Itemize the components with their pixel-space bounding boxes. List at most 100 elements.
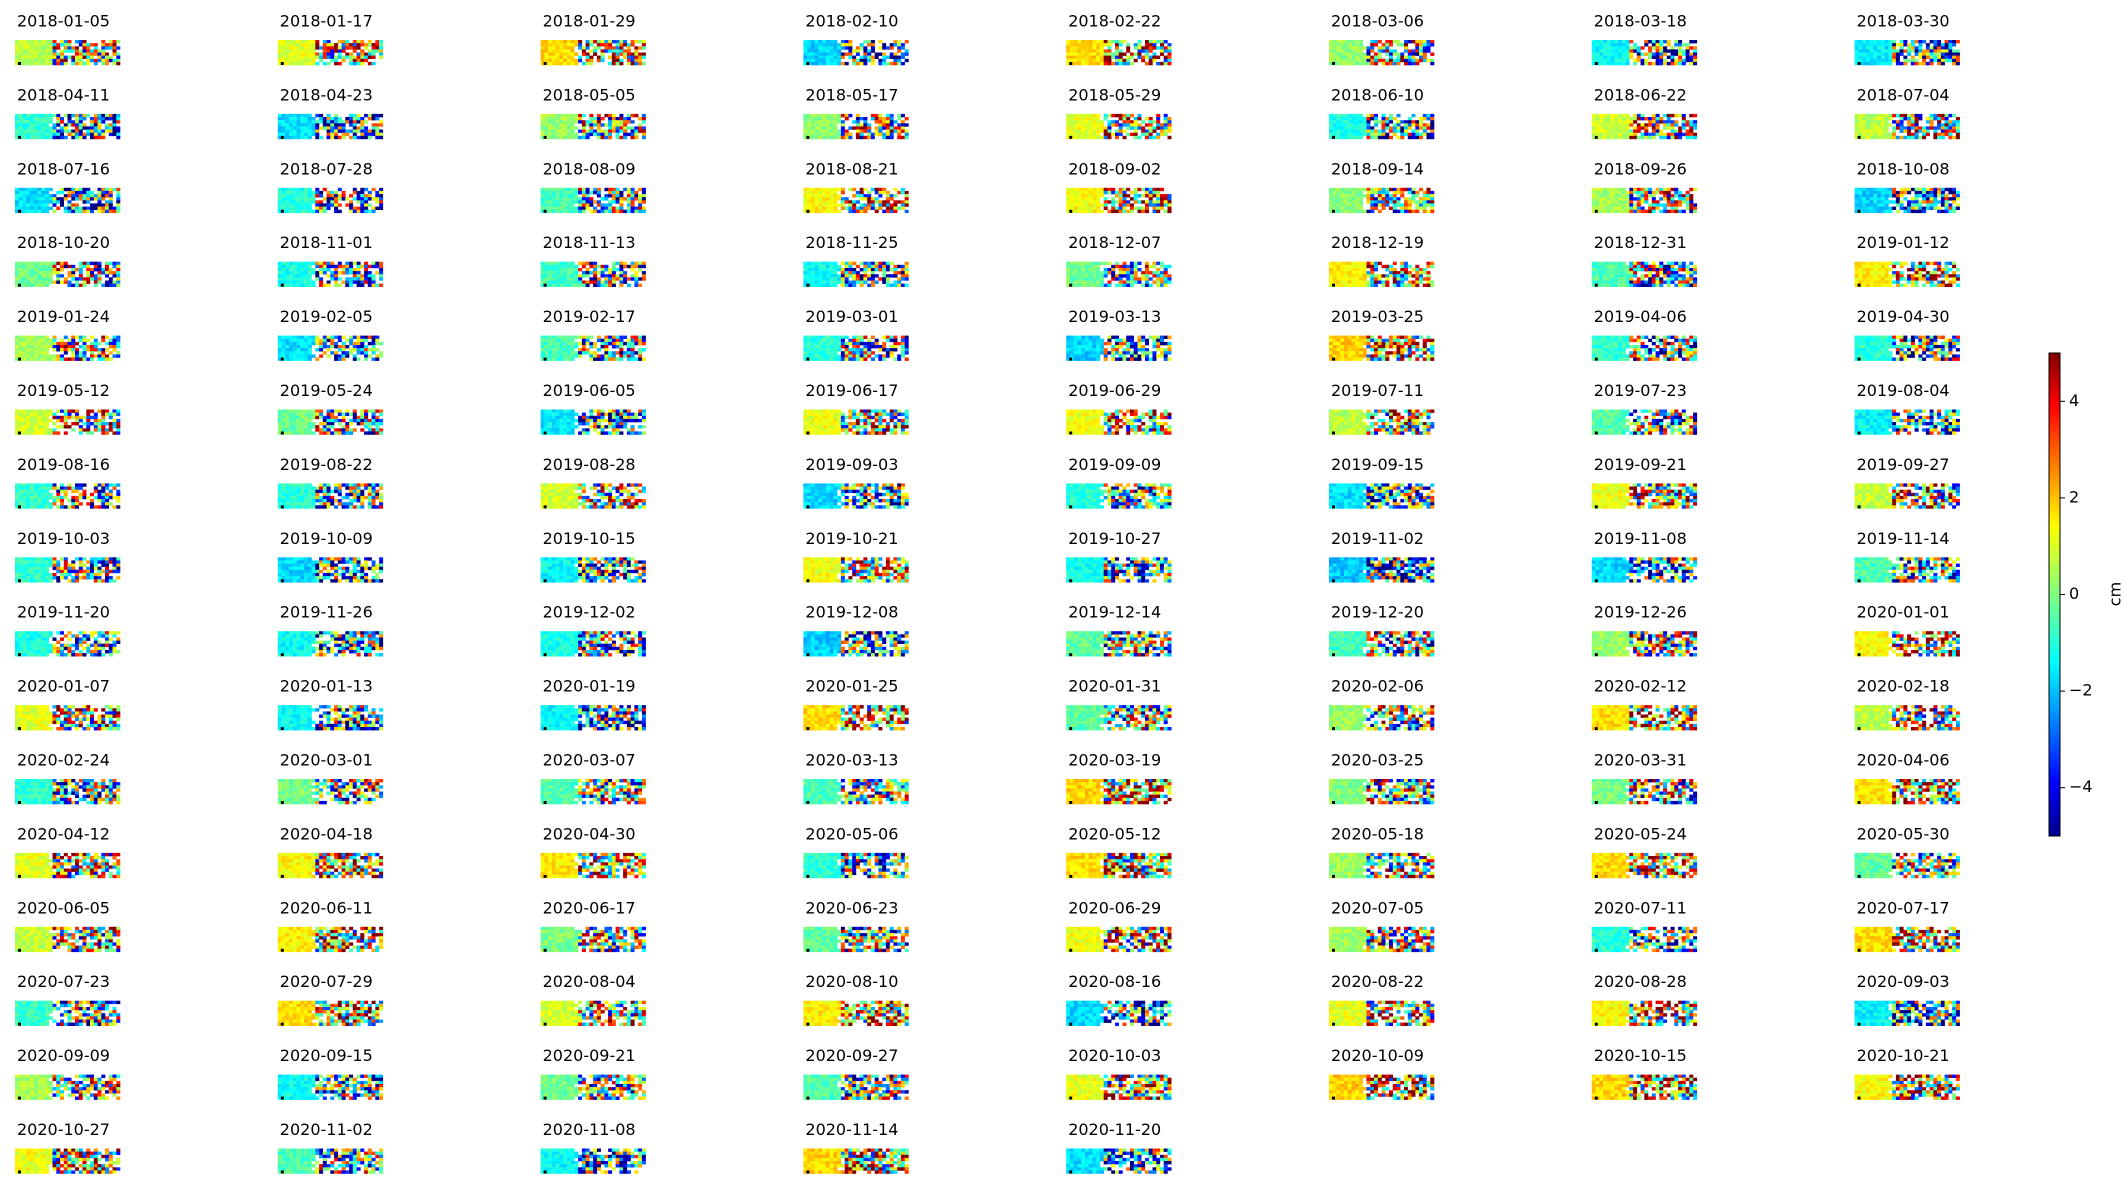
- pixel: [638, 210, 642, 213]
- pixel: [330, 126, 334, 129]
- pixel: [826, 200, 830, 203]
- pixel: [815, 197, 819, 200]
- pixel: [1367, 123, 1371, 126]
- pixel: [1115, 120, 1119, 123]
- pixel: [1130, 203, 1134, 206]
- pixel: [1689, 126, 1693, 129]
- pixel: [811, 43, 815, 46]
- pixel: [567, 268, 571, 271]
- pixel: [330, 117, 334, 120]
- pixel: [285, 136, 289, 139]
- pixel: [1115, 133, 1119, 136]
- pixel: [601, 49, 605, 52]
- pixel: [353, 133, 357, 136]
- pixel: [837, 62, 841, 65]
- pixel: [882, 126, 886, 129]
- pixel: [1100, 194, 1104, 197]
- pixel: [83, 194, 87, 197]
- pixel: [297, 207, 301, 210]
- pixel: [563, 117, 567, 120]
- pixel: [1404, 56, 1408, 59]
- pixel: [1081, 123, 1085, 126]
- pixel: [379, 114, 383, 117]
- pixel: [1111, 210, 1115, 213]
- pixel: [98, 268, 102, 271]
- pixel: [300, 284, 304, 287]
- pixel: [616, 117, 620, 120]
- pixel: [1652, 40, 1656, 43]
- pixel: [342, 133, 346, 136]
- pixel: [116, 271, 120, 274]
- pixel: [1877, 59, 1881, 62]
- pixel: [1389, 114, 1393, 117]
- pixel: [368, 194, 372, 197]
- pixel: [1941, 188, 1945, 191]
- pixel: [60, 197, 64, 200]
- pixel: [1130, 56, 1134, 59]
- pixel: [1412, 130, 1416, 133]
- pixel: [1348, 46, 1352, 49]
- pixel: [1877, 130, 1881, 133]
- pixel: [105, 188, 109, 191]
- pixel: [1652, 203, 1656, 206]
- pixel: [897, 136, 901, 139]
- pixel: [1333, 53, 1337, 56]
- pixel: [589, 43, 593, 46]
- pixel: [1359, 126, 1363, 129]
- pixel: [360, 203, 364, 206]
- pixel: [826, 59, 830, 62]
- pixel: [582, 197, 586, 200]
- pixel: [548, 59, 552, 62]
- pixel: [1123, 188, 1127, 191]
- pixel: [1652, 114, 1656, 117]
- pixel: [26, 46, 30, 49]
- pixel: [1644, 200, 1648, 203]
- pixel: [83, 265, 87, 268]
- pixel: [541, 53, 545, 56]
- pixel: [1945, 40, 1949, 43]
- pixel: [94, 130, 98, 133]
- pixel: [319, 117, 323, 120]
- pixel: [282, 194, 286, 197]
- pixel: [349, 130, 353, 133]
- pixel: [34, 126, 38, 129]
- pixel: [1412, 123, 1416, 126]
- pixel: [1644, 194, 1648, 197]
- pixel: [1430, 194, 1434, 197]
- pixel: [608, 136, 612, 139]
- pixel: [327, 117, 331, 120]
- pixel: [871, 46, 875, 49]
- pixel: [822, 191, 826, 194]
- pixel: [1089, 62, 1093, 65]
- pixel: [98, 207, 102, 210]
- pixel: [623, 117, 627, 120]
- pixel: [1956, 59, 1960, 62]
- pixel: [282, 188, 286, 191]
- pixel: [357, 197, 361, 200]
- pixel: [559, 130, 563, 133]
- pixel: [278, 56, 282, 59]
- pixel: [1427, 59, 1431, 62]
- pixel: [837, 59, 841, 62]
- pixel: [289, 210, 293, 213]
- pixel: [1926, 191, 1930, 194]
- pixel: [45, 114, 49, 117]
- pixel: [304, 207, 308, 210]
- pixel: [83, 46, 87, 49]
- pixel: [882, 203, 886, 206]
- reference-point: [806, 210, 809, 213]
- pixel: [1393, 62, 1397, 65]
- pixel: [90, 262, 94, 265]
- pixel: [1066, 53, 1070, 56]
- pixel: [53, 197, 57, 200]
- pixel: [338, 203, 342, 206]
- pixel: [56, 274, 60, 277]
- pixel: [616, 56, 620, 59]
- pixel: [30, 59, 34, 62]
- pixel: [71, 188, 75, 191]
- pixel: [897, 200, 901, 203]
- pixel: [1141, 59, 1145, 62]
- pixel: [1907, 133, 1911, 136]
- pixel: [116, 197, 120, 200]
- pixel: [45, 117, 49, 120]
